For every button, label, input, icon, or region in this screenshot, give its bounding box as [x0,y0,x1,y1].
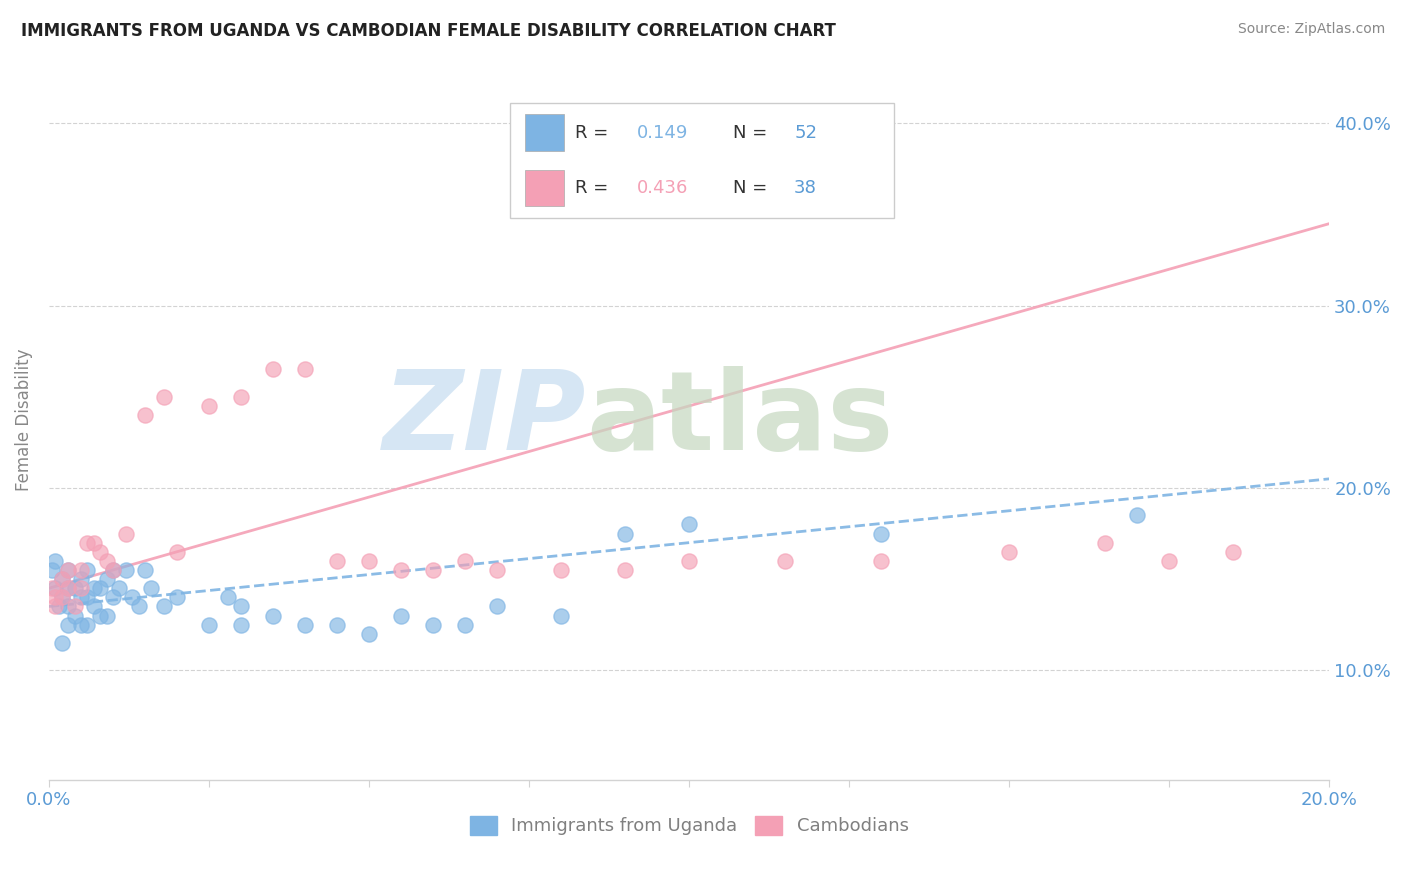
Point [83,581,105,595]
Point [262,608,284,623]
Point [486,563,509,577]
Point [1222,545,1244,559]
Point [56,617,79,632]
Point [229,390,252,404]
Point [614,563,637,577]
Point [56,581,79,595]
Point [1094,535,1116,549]
Point [357,554,380,568]
Point [166,591,188,605]
Point [76,535,98,549]
Point [51,572,73,586]
Point [198,617,221,632]
Y-axis label: Female Disability: Female Disability [15,349,32,491]
Point [389,608,412,623]
Point [51,591,73,605]
Point [294,362,316,376]
Point [96,608,118,623]
Point [41,581,63,595]
Point [134,408,156,422]
Point [70,563,93,577]
Point [44,581,66,595]
Point [70,581,93,595]
Point [51,572,73,586]
Point [76,617,98,632]
Point [678,554,700,568]
Point [44,554,66,568]
Point [114,563,136,577]
Text: atlas: atlas [586,366,894,473]
Point [486,599,509,614]
Point [262,362,284,376]
Point [870,554,893,568]
Point [63,608,86,623]
Point [56,581,79,595]
Point [229,617,252,632]
Point [56,563,79,577]
Point [153,390,176,404]
Point [114,526,136,541]
Point [998,545,1021,559]
Point [294,617,316,632]
Point [76,591,98,605]
Point [48,599,70,614]
Point [454,554,477,568]
Point [51,591,73,605]
Point [70,572,93,586]
Point [101,563,124,577]
Point [83,535,105,549]
Point [108,581,131,595]
Point [389,563,412,577]
Point [1126,508,1149,523]
Point [153,599,176,614]
Point [63,599,86,614]
Point [357,627,380,641]
Point [89,608,111,623]
Point [550,608,572,623]
Point [83,599,105,614]
Point [134,563,156,577]
Point [141,581,163,595]
Point [326,617,349,632]
Point [70,591,93,605]
Point [773,554,796,568]
Point [121,591,143,605]
Point [44,591,66,605]
Point [101,591,124,605]
Point [1159,554,1181,568]
Point [326,554,349,568]
Point [870,526,893,541]
Point [89,545,111,559]
Point [51,636,73,650]
Point [678,517,700,532]
Point [44,599,66,614]
Point [63,581,86,595]
Point [217,591,239,605]
Point [614,526,637,541]
Point [422,563,444,577]
Point [41,563,63,577]
Text: ZIP: ZIP [384,366,586,473]
Point [76,563,98,577]
Text: Source: ZipAtlas.com: Source: ZipAtlas.com [1237,22,1385,37]
Point [96,554,118,568]
Point [422,617,444,632]
Point [198,399,221,413]
Point [101,563,124,577]
Point [550,563,572,577]
Point [166,545,188,559]
Point [454,617,477,632]
Point [89,581,111,595]
Point [56,563,79,577]
Legend: Immigrants from Uganda, Cambodians: Immigrants from Uganda, Cambodians [470,816,908,836]
Point [96,572,118,586]
Point [70,617,93,632]
Point [128,599,150,614]
Point [229,599,252,614]
Point [56,599,79,614]
Text: IMMIGRANTS FROM UGANDA VS CAMBODIAN FEMALE DISABILITY CORRELATION CHART: IMMIGRANTS FROM UGANDA VS CAMBODIAN FEMA… [21,22,837,40]
